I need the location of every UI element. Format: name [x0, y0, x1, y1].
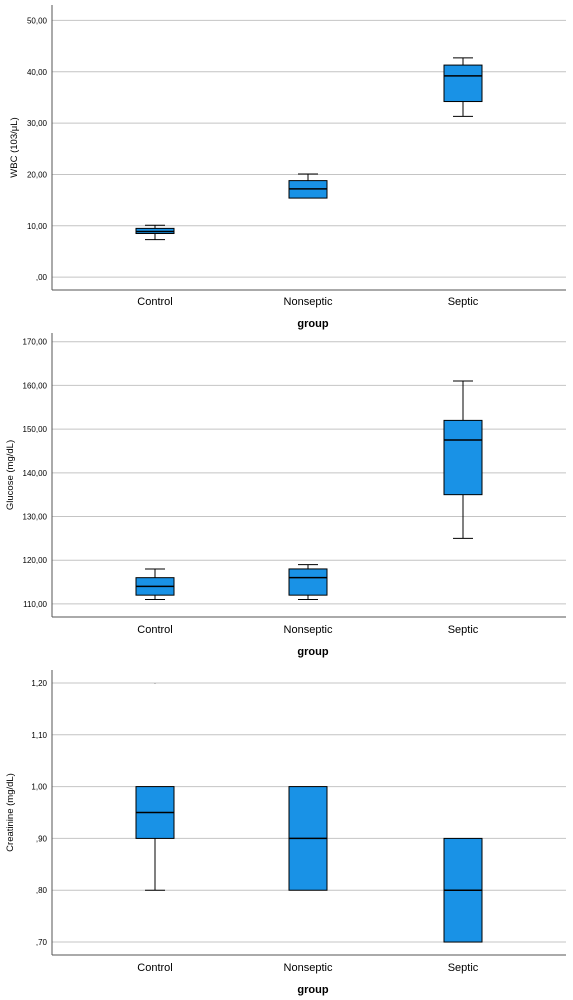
y-tick-label: ,90 — [36, 834, 48, 843]
y-tick-label: 140,00 — [23, 469, 48, 478]
y-tick-label: 50,00 — [27, 16, 48, 25]
x-axis-title: group — [297, 318, 328, 330]
y-tick-label: 1,20 — [31, 679, 47, 688]
x-axis-title: group — [297, 984, 328, 996]
iqr-box — [443, 64, 483, 103]
y-tick-label: 1,10 — [31, 731, 47, 740]
box-control — [135, 786, 175, 891]
iqr-box — [443, 419, 483, 496]
wbc-boxplot-panel: ,00 10,00 20,00 30,00 40,00 50,00 Control Nonse… — [9, 5, 566, 330]
x-tick-label: Nonseptic — [284, 624, 333, 636]
outlier-marker: · — [154, 681, 156, 687]
iqr-box — [288, 568, 328, 596]
box-control — [135, 568, 175, 601]
box-nonseptic — [288, 173, 328, 199]
x-tick-label: Nonseptic — [284, 962, 333, 974]
x-tick-label: Septic — [448, 962, 479, 974]
y-tick-label: ,80 — [36, 886, 48, 895]
x-tick-label: Nonseptic — [284, 296, 333, 308]
x-tick-label: Septic — [448, 296, 479, 308]
x-tick-label: Control — [137, 296, 172, 308]
y-tick-label: ,00 — [36, 273, 48, 282]
y-tick-label: 1,00 — [31, 783, 47, 792]
y-tick-label: 120,00 — [23, 556, 48, 565]
box-septic — [443, 837, 483, 943]
y-axis-title: WBC (103/μL) — [9, 117, 20, 177]
y-axis-title: Creatinine (mg/dL) — [5, 773, 16, 852]
y-tick-label: 40,00 — [27, 68, 48, 77]
y-tick-label: 170,00 — [23, 338, 48, 347]
y-tick-label: 110,00 — [23, 600, 47, 609]
creatinine-boxplot-panel: ,70 ,80 ,90 1,00 1,10 1,20 · Control Nonseptic Se… — [5, 670, 566, 996]
x-tick-label: Control — [137, 624, 172, 636]
y-tick-label: ,70 — [36, 938, 48, 947]
y-tick-label: 10,00 — [27, 222, 48, 231]
y-tick-label: 130,00 — [23, 513, 48, 522]
y-tick-label: 160,00 — [23, 381, 48, 390]
y-axis-title: Glucose (mg/dL) — [5, 440, 16, 510]
box-septic — [443, 380, 483, 539]
glucose-boxplot-panel: 110,00 120,00 130,00 140,00 150,00 160,00 170,… — [5, 333, 566, 658]
x-tick-label: Control — [137, 962, 172, 974]
x-axis-title: group — [297, 646, 328, 658]
box-nonseptic — [288, 786, 328, 891]
box-septic — [443, 57, 483, 117]
y-tick-label: 150,00 — [23, 425, 48, 434]
box-control — [135, 224, 175, 241]
x-tick-label: Septic — [448, 624, 479, 636]
box-nonseptic — [288, 564, 328, 601]
y-tick-label: 30,00 — [27, 119, 48, 128]
y-tick-label: 20,00 — [27, 170, 48, 179]
